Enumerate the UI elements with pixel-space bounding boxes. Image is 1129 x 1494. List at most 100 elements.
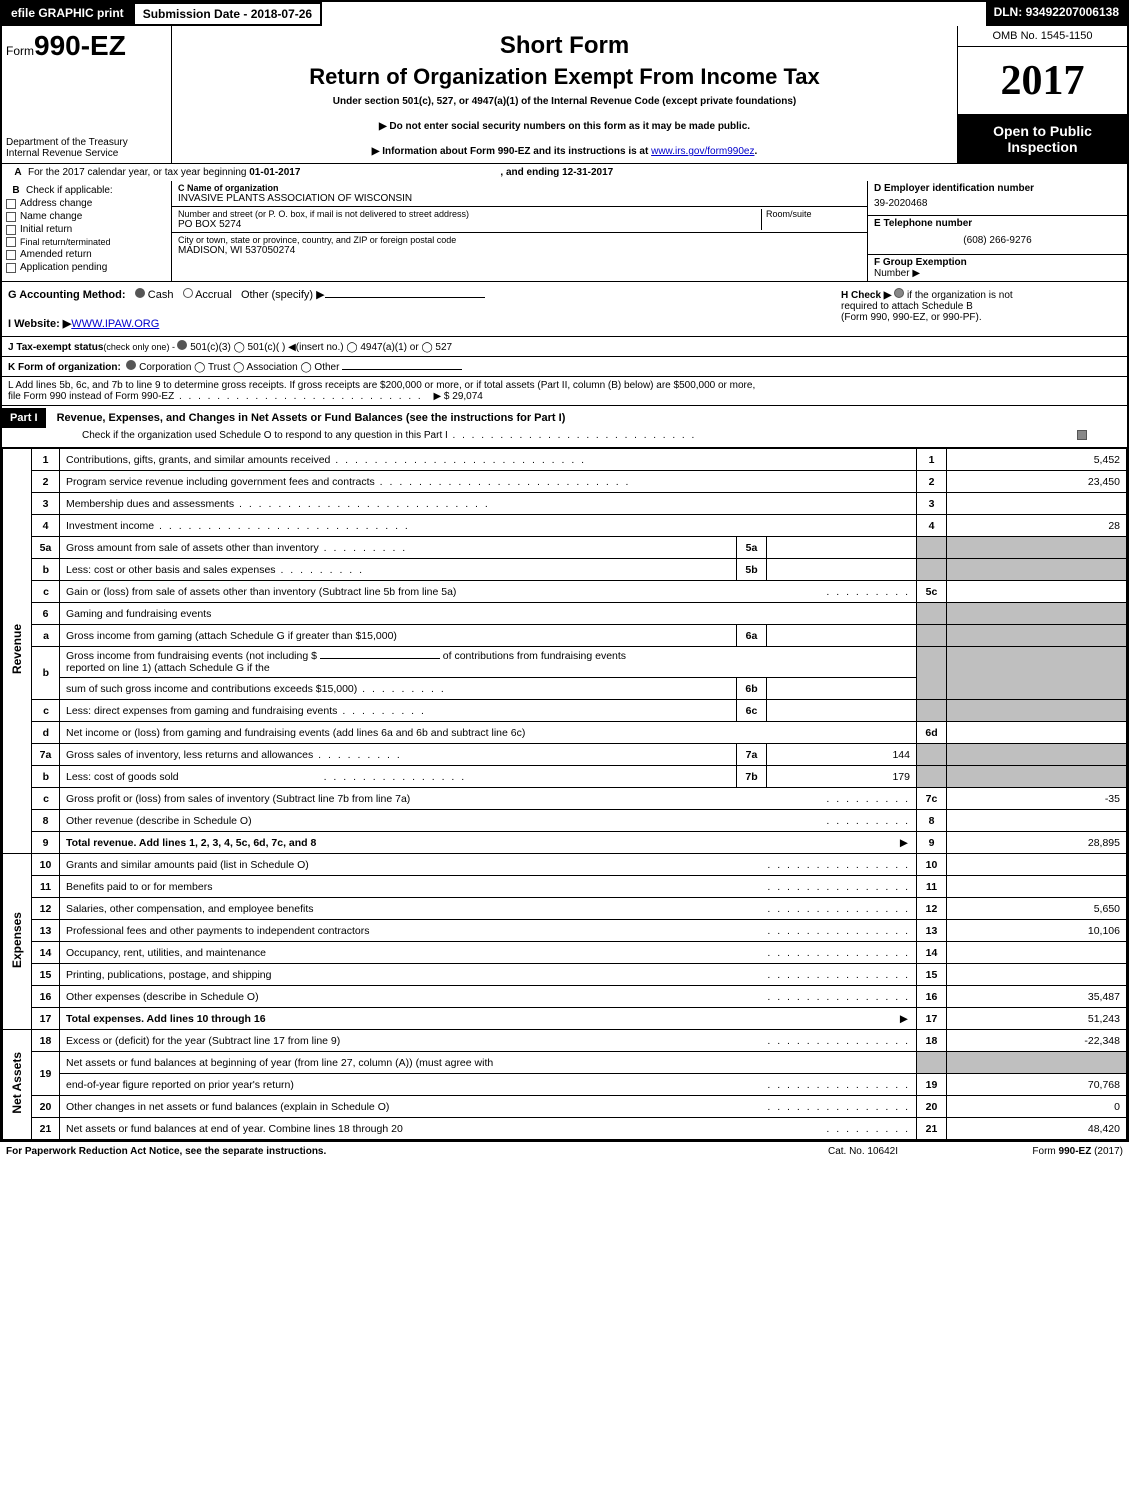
amt-16: 35,487 [947,986,1127,1008]
desc-12-text: Salaries, other compensation, and employ… [66,903,313,915]
shade-5b-amt [947,559,1127,581]
ln-6d: d [32,722,60,744]
checkbox-h[interactable] [894,288,904,298]
checkbox-initial-return[interactable] [6,225,16,235]
amt-10 [947,854,1127,876]
g-cash: Cash [148,289,174,301]
shade-6a-amt [947,625,1127,647]
f-label2: Number ▶ [874,268,920,279]
h-line-1: H Check ▶ if the organization is not [841,288,1121,301]
desc-12: Salaries, other compensation, and employ… [60,898,917,920]
dots-19 [767,1079,910,1091]
inval-6b[interactable] [767,678,917,700]
num-2: 2 [917,471,947,493]
cal-end: 12-31-2017 [562,167,613,178]
shade-6b-num [917,647,947,700]
dots-13 [767,925,910,937]
num-9: 9 [917,832,947,854]
ln-7c: c [32,788,60,810]
inval-6c[interactable] [767,700,917,722]
checkbox-address-change[interactable] [6,199,16,209]
h-pre: H Check ▶ [841,290,891,301]
inval-5a[interactable] [767,537,917,559]
ln-14: 14 [32,942,60,964]
website-link[interactable]: WWW.IPAW.ORG [71,318,159,330]
radio-501c3[interactable] [177,340,187,350]
l-amount: ▶ $ 29,074 [433,391,482,402]
ln-5b: b [32,559,60,581]
num-14: 14 [917,942,947,964]
org-city: MADISON, WI 537050274 [178,245,861,256]
desc-7a: Gross sales of inventory, less returns a… [60,744,737,766]
checkbox-name-change[interactable] [6,212,16,222]
e-label: E Telephone number [874,218,972,229]
part-1-table: Revenue 1 Contributions, gifts, grants, … [2,448,1127,1140]
checkbox-final-return[interactable] [6,237,16,247]
ln-2: 2 [32,471,60,493]
dots-9 [900,837,910,849]
g-other-input[interactable] [325,297,485,298]
inval-6a[interactable] [767,625,917,647]
inlab-6b: 6b [737,678,767,700]
section-bcdef: BCheck if applicable: Address change Nam… [2,181,1127,282]
l-line-2-pre: file Form 990 instead of Form 990-EZ [8,391,423,402]
ln-4: 4 [32,515,60,537]
column-b: BCheck if applicable: Address change Nam… [2,181,172,281]
omb-number: OMB No. 1545-1150 [958,26,1127,47]
ln-3: 3 [32,493,60,515]
instructions-link[interactable]: www.irs.gov/form990ez [651,146,754,157]
desc-6c-text: Less: direct expenses from gaming and fu… [66,705,426,717]
desc-6c: Less: direct expenses from gaming and fu… [60,700,737,722]
desc-19-2: end-of-year figure reported on prior yea… [60,1074,917,1096]
desc-5a: Gross amount from sale of assets other t… [60,537,737,559]
dots-15 [767,969,910,981]
form-number: Form990-EZ [6,30,167,62]
k-other-input[interactable] [342,369,462,370]
radio-corporation[interactable] [126,360,136,370]
note-2: ▶ Information about Form 990-EZ and its … [182,146,947,157]
ln-18: 18 [32,1030,60,1052]
checkbox-schedule-o[interactable] [1077,430,1087,440]
opt-application-pending: Application pending [20,262,107,273]
form-page: efile GRAPHIC print Submission Date - 20… [0,0,1129,1142]
amt-2: 23,450 [947,471,1127,493]
amt-4: 28 [947,515,1127,537]
checkbox-application-pending[interactable] [6,263,16,273]
num-18: 18 [917,1030,947,1052]
desc-7a-text: Gross sales of inventory, less returns a… [66,749,402,761]
ln-16: 16 [32,986,60,1008]
j-label: J Tax-exempt status [8,342,103,353]
part-1-sub: Check if the organization used Schedule … [2,428,1127,445]
num-17: 17 [917,1008,947,1030]
inval-5b[interactable] [767,559,917,581]
num-5c: 5c [917,581,947,603]
radio-cash[interactable] [135,288,145,298]
row-g-h: G Accounting Method: Cash Accrual Other … [2,282,1127,337]
checkbox-amended-return[interactable] [6,250,16,260]
radio-accrual[interactable] [183,288,193,298]
desc-5b: Less: cost or other basis and sales expe… [60,559,737,581]
amt-13: 10,106 [947,920,1127,942]
form-number-big: 990-EZ [34,30,126,61]
cal-pre: For the 2017 calendar year, or tax year … [28,167,249,178]
row-j: J Tax-exempt status(check only one) - 50… [2,337,1127,357]
footer-right: Form 990-EZ (2017) [963,1146,1123,1157]
c-street-label: Number and street (or P. O. box, if mail… [178,209,761,219]
row-l: L Add lines 5b, 6c, and 7b to line 9 to … [2,377,1127,406]
cal-mid: , and ending [500,167,562,178]
num-8: 8 [917,810,947,832]
desc-16: Other expenses (describe in Schedule O) [60,986,917,1008]
desc-3: Membership dues and assessments [60,493,917,515]
efile-print-button[interactable]: efile GRAPHIC print [2,2,133,26]
dln-label: DLN: [994,5,1026,19]
footer-right-bold: 990-EZ [1059,1146,1092,1157]
footer-right-post: (2017) [1091,1146,1123,1157]
c-name-label: C Name of organization [178,183,861,193]
footer-right-pre: Form [1032,1146,1058,1157]
ln-6c: c [32,700,60,722]
desc-2-text: Program service revenue including govern… [66,476,630,488]
desc-9-text: Total revenue. Add lines 1, 2, 3, 4, 5c,… [66,837,316,849]
input-6b-amount[interactable] [320,658,440,659]
c-street-block: Number and street (or P. O. box, if mail… [178,209,761,230]
shade-5a-num [917,537,947,559]
